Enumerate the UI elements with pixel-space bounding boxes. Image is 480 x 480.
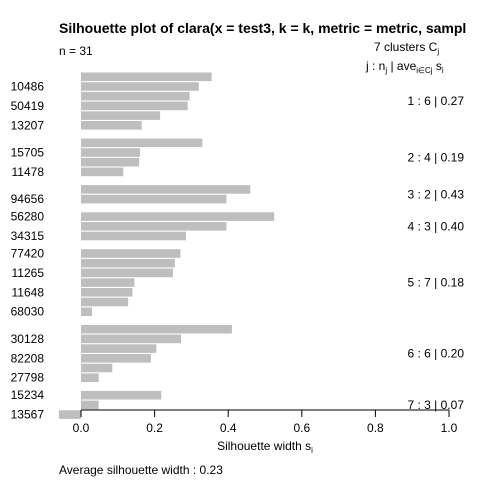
silhouette-bar (81, 91, 190, 101)
x-tick-label: 0.2 (146, 421, 163, 435)
observation-label: 13567 (11, 408, 45, 422)
silhouette-bar (81, 354, 151, 363)
x-tick-label: 0.4 (220, 421, 237, 435)
silhouette-bar (81, 157, 140, 167)
silhouette-bar (81, 390, 162, 400)
cluster-summary: 1 : 6 | 0.27 (408, 94, 465, 108)
x-tick-label: 0.8 (367, 421, 384, 435)
silhouette-bar (81, 82, 199, 91)
observation-label: 56280 (11, 210, 45, 224)
silhouette-bar (81, 231, 186, 241)
observation-label: 34315 (11, 229, 45, 243)
observation-label: 13207 (11, 118, 45, 132)
chart-title: Silhouette plot of clara(x = test3, k = … (59, 20, 466, 36)
silhouette-bar (81, 297, 129, 307)
observation-label: 82208 (11, 351, 45, 365)
observation-label: 15705 (11, 146, 45, 160)
cluster-summary: 7 : 3 | 0.07 (408, 398, 465, 412)
silhouette-bar (81, 167, 124, 177)
silhouette-bar (81, 334, 182, 344)
silhouette-bar (81, 278, 135, 287)
silhouette-bar (81, 212, 275, 221)
bars-group (58, 72, 275, 419)
silhouette-bar (81, 307, 92, 316)
observation-label: 11478 (12, 165, 45, 179)
summary-header: j : nj | avei∈Cj si (365, 59, 444, 75)
clusters-header: 7 clusters Cj (374, 40, 439, 56)
observation-label: 94656 (11, 192, 45, 206)
observation-label: 50419 (11, 99, 45, 113)
silhouette-bar (81, 268, 173, 278)
silhouette-bar (81, 288, 133, 297)
silhouette-bar (81, 258, 175, 268)
x-tick-label: 1.0 (441, 421, 458, 435)
silhouette-bar (81, 194, 227, 204)
silhouette-bar (81, 111, 161, 120)
cluster-summary: 5 : 7 | 0.18 (408, 276, 465, 290)
cluster-summary: 3 : 2 | 0.43 (408, 187, 465, 201)
observation-label: 77420 (11, 247, 45, 261)
silhouette-bar (81, 400, 99, 410)
silhouette-bar (81, 121, 142, 130)
silhouette-bar (81, 101, 188, 111)
average-silhouette-label: Average silhouette width : 0.23 (59, 463, 223, 477)
silhouette-bar (81, 363, 113, 373)
cluster-summary: 2 : 4 | 0.19 (408, 150, 465, 164)
n-label: n = 31 (59, 44, 93, 58)
row-labels-group: 10486 50419 13207 15705 11478 94656 56280 34315… (11, 80, 45, 422)
silhouette-bar (81, 138, 203, 148)
x-axis-label: Silhouette width si (217, 439, 313, 455)
cluster-summary: 4 : 3 | 0.40 (408, 219, 465, 233)
silhouette-bar (81, 185, 251, 194)
observation-label: 15234 (11, 388, 45, 402)
silhouette-bar (81, 373, 99, 382)
x-axis: 0.0 0.2 0.4 0.6 0.8 1.0 (73, 409, 458, 435)
observation-label: 10486 (11, 80, 45, 94)
x-tick-label: 0.6 (293, 421, 310, 435)
cluster-summary: 6 : 6 | 0.20 (408, 346, 465, 360)
observation-label: 27798 (11, 371, 45, 385)
observation-label: 68030 (11, 305, 45, 319)
cluster-summaries-group: 1 : 6 | 0.27 2 : 4 | 0.19 3 : 2 | 0.43 4 : … (408, 94, 465, 412)
silhouette-bar (81, 148, 140, 157)
silhouette-bar (81, 344, 157, 353)
observation-label: 11648 (12, 285, 45, 299)
silhouette-bar (81, 249, 181, 258)
observation-label: 11265 (12, 266, 45, 280)
silhouette-bar (81, 324, 232, 334)
observation-label: 30128 (11, 332, 45, 346)
silhouette-bar (81, 222, 227, 231)
silhouette-bar (81, 72, 212, 82)
silhouette-bar (58, 410, 81, 419)
x-tick-label: 0.0 (73, 421, 90, 435)
